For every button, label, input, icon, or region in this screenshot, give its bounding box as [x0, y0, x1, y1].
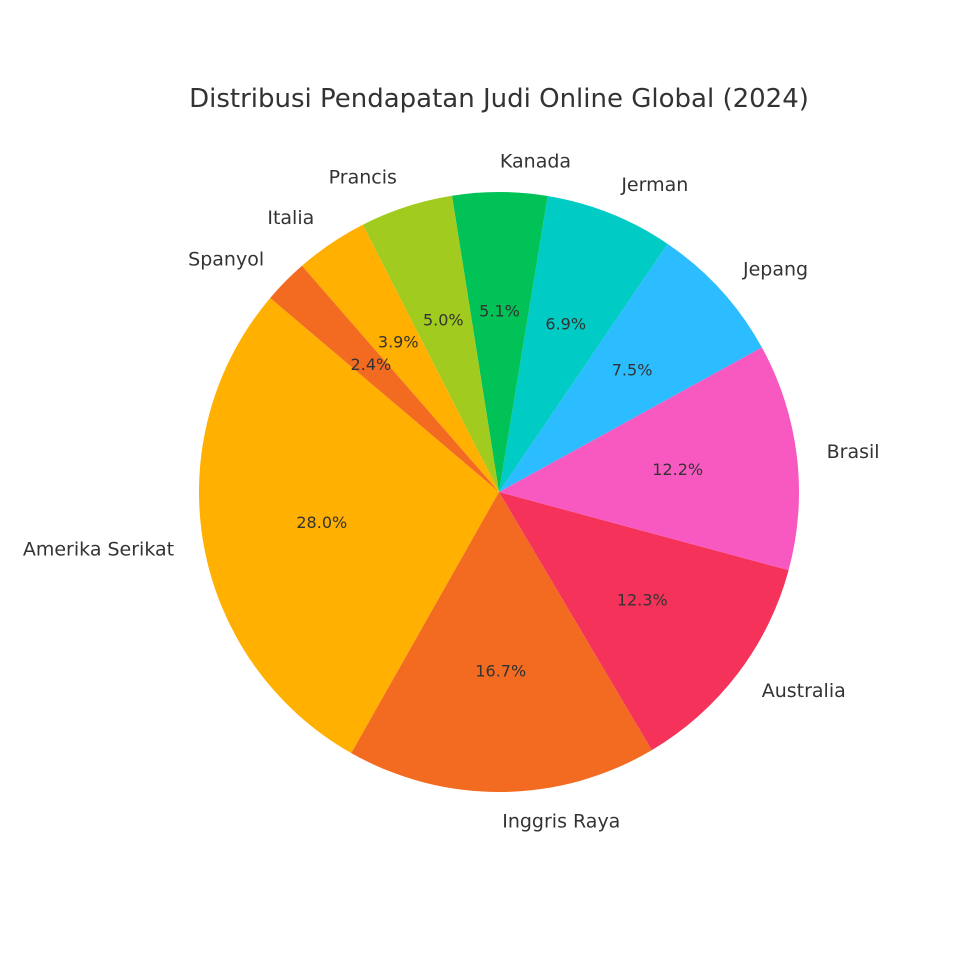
slice-label-jepang: Jepang — [742, 258, 808, 280]
slice-label-inggris-raya: Inggris Raya — [502, 810, 620, 832]
pct-label-brasil: 12.2% — [652, 460, 703, 479]
pie-slice-kanada — [451, 192, 548, 493]
pct-label-spanyol: 2.4% — [351, 355, 392, 374]
pct-label-australia: 12.3% — [617, 590, 668, 609]
pct-label-jepang: 7.5% — [612, 360, 653, 379]
pie-labels: 28.0% Amerika Serikat 16.7% Inggris Raya 12.… — [23, 151, 880, 833]
slice-label-jerman: Jerman — [620, 174, 688, 196]
slice-label-prancis: Prancis — [329, 167, 397, 189]
pie-slice-inggris-raya — [351, 492, 652, 793]
slice-label-kanada: Kanada — [500, 151, 571, 173]
slice-label-italia: Italia — [267, 207, 314, 229]
slice-label-spanyol: Spanyol — [188, 249, 264, 271]
pie-slice-australia — [499, 492, 789, 751]
pct-label-prancis: 5.0% — [423, 310, 464, 329]
pie-slice-italia — [301, 224, 499, 492]
chart-title: Distribusi Pendapatan Judi Online Global… — [189, 84, 809, 114]
pie-slice-prancis — [362, 195, 499, 492]
pie-slices — [198, 192, 799, 793]
pct-label-kanada: 5.1% — [479, 302, 520, 321]
pie-slice-jerman — [499, 195, 668, 492]
pct-label-italia: 3.9% — [378, 332, 419, 351]
slice-label-australia: Australia — [762, 680, 846, 702]
pct-label-inggris-raya: 16.7% — [475, 661, 526, 680]
pie-slice-amerika-serikat — [198, 297, 499, 754]
slice-label-brasil: Brasil — [827, 441, 880, 463]
slice-label-amerika-serikat: Amerika Serikat — [23, 538, 174, 560]
pct-label-jerman: 6.9% — [545, 314, 586, 333]
pie-slice-spanyol — [270, 265, 499, 492]
pie-slice-brasil — [499, 347, 799, 571]
pie-slice-jepang — [499, 243, 762, 492]
pct-label-amerika-serikat: 28.0% — [296, 513, 347, 532]
